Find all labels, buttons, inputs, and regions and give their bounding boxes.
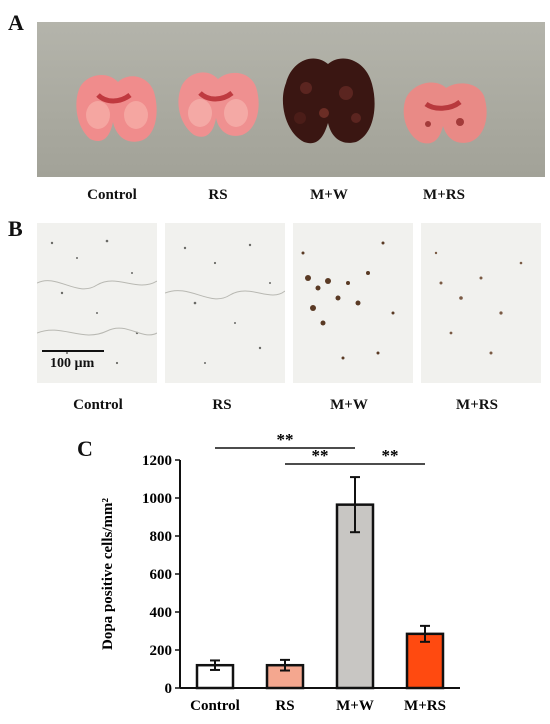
x-tick-label: M+RS bbox=[404, 698, 446, 714]
significance-label: ** bbox=[382, 446, 399, 465]
caption-a-control: Control bbox=[87, 187, 137, 203]
micrograph-control bbox=[37, 223, 157, 383]
caption-b-rs: RS bbox=[212, 397, 232, 413]
y-tick-label: 800 bbox=[150, 529, 173, 545]
lung-mrs-image bbox=[403, 82, 487, 144]
scale-bar bbox=[42, 350, 104, 352]
caption-a-rs: RS bbox=[208, 187, 228, 203]
y-tick-label: 600 bbox=[150, 567, 173, 583]
micrograph-rs bbox=[165, 223, 285, 383]
significance-label: ** bbox=[312, 446, 329, 465]
y-tick-label: 0 bbox=[165, 681, 173, 697]
micrograph-mrs bbox=[421, 223, 541, 383]
scale-bar-label: 100 µm bbox=[50, 356, 95, 371]
caption-a-mw: M+W bbox=[310, 187, 348, 203]
panel-b-letter: B bbox=[8, 216, 23, 241]
caption-b-mrs: M+RS bbox=[456, 397, 498, 413]
caption-b-control: Control bbox=[73, 397, 123, 413]
lung-mw-image bbox=[282, 58, 375, 144]
lung-rs-image bbox=[178, 72, 259, 137]
x-tick-label: Control bbox=[190, 698, 240, 714]
caption-b-mw: M+W bbox=[330, 397, 368, 413]
lung-control-image bbox=[76, 74, 157, 142]
panel-a-letter: A bbox=[8, 10, 24, 35]
y-tick-label: 1200 bbox=[142, 453, 172, 469]
y-tick-label: 400 bbox=[150, 605, 173, 621]
micrograph-mw bbox=[293, 223, 413, 383]
y-tick-label: 1000 bbox=[142, 491, 172, 507]
caption-a-mrs: M+RS bbox=[423, 187, 465, 203]
y-tick-label: 200 bbox=[150, 643, 173, 659]
x-tick-label: M+W bbox=[336, 698, 374, 714]
significance-label: ** bbox=[277, 430, 294, 449]
dopa-bar-chart: 0 200 400 600 800 1000 1200 Dopa positive cells… bbox=[100, 430, 460, 714]
x-tick-label: RS bbox=[275, 698, 294, 714]
panel-c-letter: C bbox=[77, 436, 93, 461]
y-axis-label: Dopa positive cells/mm² bbox=[100, 498, 116, 650]
